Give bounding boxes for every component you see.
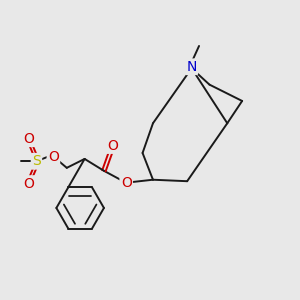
Text: O: O [48,149,59,164]
Text: S: S [32,154,41,168]
Text: O: O [24,177,34,190]
Text: N: N [186,60,197,74]
Text: O: O [107,139,118,152]
Text: O: O [24,132,34,146]
Text: O: O [121,176,132,190]
